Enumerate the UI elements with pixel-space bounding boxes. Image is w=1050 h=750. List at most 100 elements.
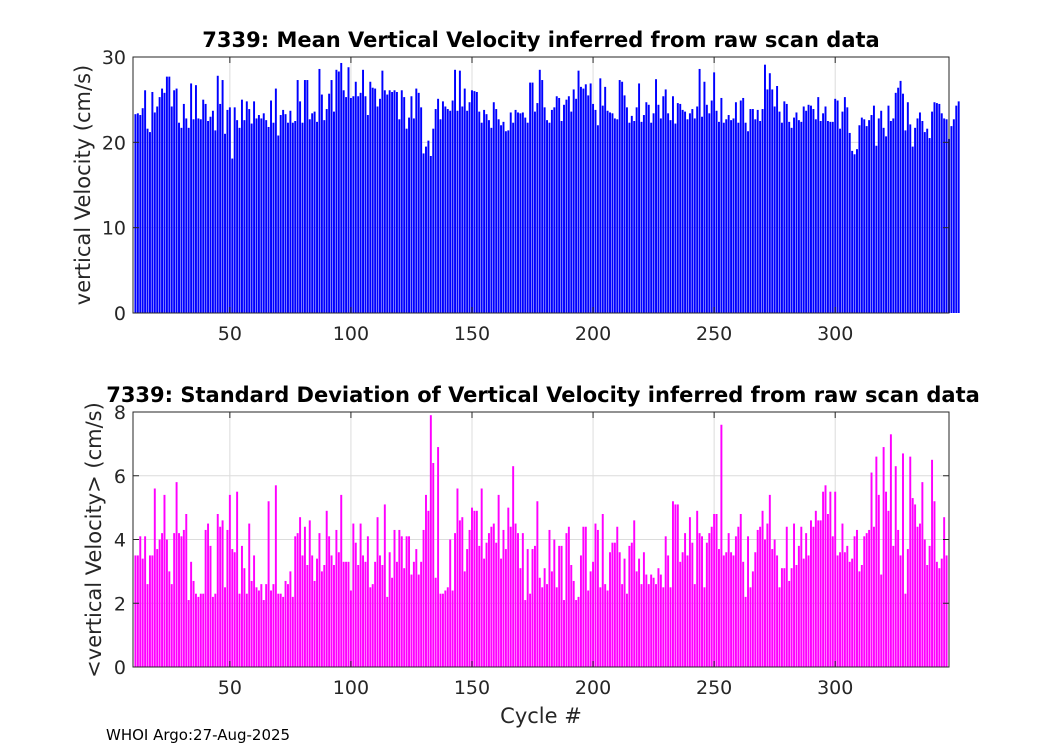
bar	[204, 103, 207, 314]
bar	[454, 533, 457, 668]
bar	[267, 126, 270, 313]
bar	[294, 121, 297, 313]
y-tick-label: 0	[114, 657, 126, 679]
bar	[592, 561, 595, 667]
bar	[362, 555, 364, 667]
bar	[517, 112, 519, 313]
bar	[807, 104, 810, 313]
bar	[771, 549, 774, 667]
bar	[146, 584, 149, 668]
bar	[233, 552, 236, 667]
bar	[776, 86, 779, 313]
bar	[667, 555, 670, 667]
bar	[492, 102, 495, 313]
bar	[427, 510, 430, 667]
bar	[916, 526, 919, 667]
bar	[906, 102, 909, 313]
bar	[371, 584, 374, 668]
bar	[710, 526, 713, 667]
bar	[209, 545, 212, 668]
bar	[371, 87, 374, 313]
bar	[856, 529, 858, 667]
y-ticks-bottom: 0 2 4 6 8	[114, 402, 949, 679]
bar	[771, 89, 774, 314]
bar	[444, 590, 447, 667]
bar	[931, 459, 934, 667]
bar	[858, 571, 861, 668]
bar	[638, 83, 641, 313]
bar	[909, 124, 912, 313]
bar	[805, 533, 808, 668]
bar	[485, 542, 488, 667]
bar	[509, 526, 512, 667]
bar	[688, 517, 691, 667]
bar	[432, 463, 435, 667]
bar	[848, 561, 851, 667]
bar	[415, 88, 418, 313]
bar	[161, 533, 164, 668]
bar	[233, 107, 236, 313]
bar	[817, 520, 820, 668]
bar	[323, 120, 326, 314]
bar	[933, 102, 936, 313]
bar	[834, 98, 837, 313]
bar	[420, 107, 423, 313]
bar	[279, 593, 282, 667]
bar	[173, 90, 176, 313]
bar	[287, 122, 289, 314]
bar	[403, 568, 406, 667]
bar	[672, 96, 674, 313]
bar	[599, 587, 602, 667]
bar	[553, 107, 556, 313]
bar	[262, 600, 265, 667]
bar	[190, 83, 193, 313]
bar	[333, 565, 335, 667]
bar	[894, 92, 897, 313]
bar	[841, 111, 844, 313]
bar	[790, 568, 793, 667]
bar	[877, 494, 880, 668]
bar	[507, 130, 510, 313]
bar	[885, 491, 888, 667]
bar	[538, 69, 541, 313]
bar	[260, 118, 263, 313]
bar	[931, 111, 934, 313]
bar	[863, 536, 866, 667]
bar	[650, 122, 653, 314]
bar	[379, 555, 381, 667]
bar	[165, 76, 168, 313]
bar	[148, 132, 151, 313]
bar	[628, 545, 631, 668]
bar	[325, 109, 328, 313]
bar	[185, 118, 188, 313]
bar	[236, 491, 239, 667]
bar	[408, 536, 411, 667]
bar	[178, 122, 180, 314]
bar	[434, 109, 437, 313]
bar	[458, 520, 461, 668]
bar	[250, 123, 253, 313]
bar	[846, 107, 849, 313]
bar	[739, 514, 742, 667]
bar	[497, 119, 500, 313]
bar	[168, 76, 171, 313]
bar	[957, 101, 960, 314]
bar	[299, 517, 302, 667]
bar	[410, 96, 413, 313]
bar	[262, 113, 265, 313]
bar	[587, 95, 590, 314]
bar	[935, 103, 938, 313]
bar	[296, 533, 299, 668]
bar	[623, 95, 626, 314]
bar	[521, 533, 524, 668]
bar	[870, 115, 873, 313]
bar	[843, 97, 846, 313]
x-tick-label: 100	[333, 323, 369, 345]
bar	[492, 523, 495, 667]
bar	[584, 84, 587, 313]
bar	[466, 549, 469, 667]
bar	[676, 103, 679, 313]
bar	[747, 131, 749, 313]
bar	[836, 555, 839, 667]
bar	[425, 146, 427, 313]
